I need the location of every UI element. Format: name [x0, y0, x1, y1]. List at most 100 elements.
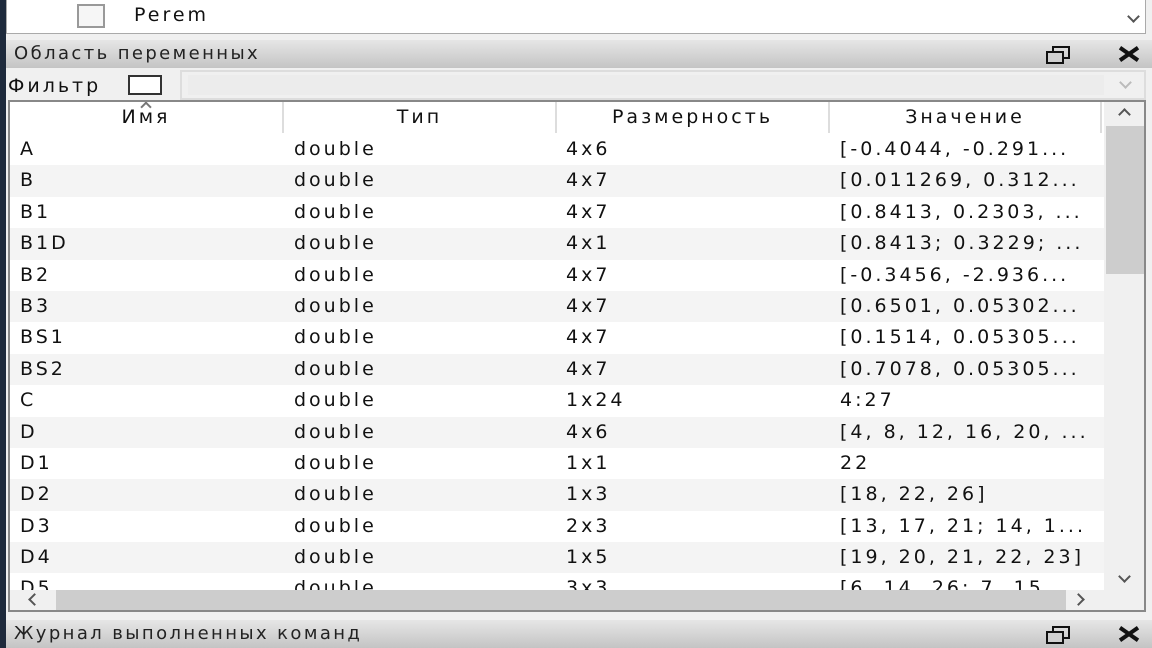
cell-size: 4x6 [566, 420, 611, 443]
cell-type: double [294, 514, 377, 537]
table-row[interactable]: D2 double 1x3 [18, 22, 26] [10, 479, 1104, 511]
cell-type: double [294, 263, 377, 286]
column-header-type[interactable]: Тип [284, 102, 557, 133]
cell-type: double [294, 389, 377, 412]
cell-value: 4:27 [840, 389, 895, 412]
scroll-up-icon[interactable] [1118, 108, 1131, 121]
table-row[interactable]: B3 double 4x7 [0.6501, 0.05302... [10, 290, 1104, 323]
cell-size: 4x7 [566, 294, 611, 317]
file-item-perem[interactable]: Perem [134, 4, 210, 26]
vertical-scroll-thumb[interactable] [1106, 126, 1144, 274]
file-browser-panel: Perem [6, 0, 1146, 34]
cell-name: BS1 [20, 326, 66, 349]
cell-value: [13, 17, 21; 14, 1... [840, 514, 1087, 537]
cell-value: [19, 20, 21, 22, 23] [840, 546, 1085, 569]
column-header-value[interactable]: Значение [830, 102, 1102, 133]
horizontal-scroll-thumb[interactable] [56, 590, 1066, 610]
table-row[interactable]: D1 double 1x1 22 [10, 448, 1104, 479]
cell-value: [4, 8, 12, 16, 20, ... [840, 420, 1089, 443]
filter-label: Фильтр [8, 75, 102, 97]
history-titlebar: Журнал выполненных команд [6, 620, 1152, 648]
horizontal-scrollbar[interactable] [10, 590, 1104, 610]
cell-name: B [20, 169, 37, 192]
cell-value: [-0.4044, -0.291... [840, 138, 1070, 160]
close-icon[interactable] [1118, 624, 1140, 644]
table-row[interactable]: D3 double 2x3 [13, 17, 21; 14, 1... [10, 511, 1104, 542]
filter-text[interactable] [188, 75, 1104, 95]
scroll-down-icon[interactable] [1127, 10, 1140, 23]
table-row[interactable]: BS2 double 4x7 [0.7078, 0.05305... [10, 353, 1104, 386]
cell-value: [0.6501, 0.05302... [840, 294, 1080, 317]
cell-name: D1 [20, 451, 53, 474]
cell-type: double [294, 200, 377, 223]
cell-type: double [294, 451, 377, 474]
cell-name: D2 [20, 483, 53, 506]
column-header-name[interactable]: Имя [10, 102, 284, 133]
undock-icon[interactable] [1046, 46, 1070, 64]
cell-name: B3 [20, 294, 52, 317]
cell-type: double [294, 326, 377, 349]
cell-name: D4 [20, 546, 53, 569]
column-header-size[interactable]: Размерность [557, 102, 830, 133]
table-row[interactable]: D5 double 3x3 [6, 14, 26; 7, 15... [10, 573, 1104, 590]
cell-name: C [20, 389, 37, 412]
cell-type: double [294, 577, 377, 590]
table-header: Имя Тип Размерность Значение [10, 102, 1104, 133]
cell-name: D [20, 420, 38, 443]
table-row[interactable]: B1 double 4x7 [0.8413, 0.2303, ... [10, 197, 1104, 228]
cell-type: double [294, 169, 377, 192]
column-label: Имя [121, 106, 171, 128]
cell-name: BS2 [20, 357, 66, 380]
cell-value: [0.7078, 0.05305... [840, 357, 1080, 380]
table-row[interactable]: B1D double 4x1 [0.8413; 0.3229; ... [10, 228, 1104, 260]
cell-size: 4x7 [566, 357, 611, 380]
cell-name: D5 [20, 577, 53, 590]
cell-type: double [294, 546, 377, 569]
cell-size: 4x6 [566, 138, 611, 160]
cell-size: 4x7 [566, 263, 611, 286]
cell-type: double [294, 357, 377, 380]
cell-value: [0.1514, 0.05305... [840, 326, 1080, 349]
cell-name: A [20, 138, 36, 160]
vertical-scrollbar[interactable] [1104, 102, 1144, 590]
cell-size: 1x5 [566, 546, 611, 569]
cell-type: double [294, 232, 377, 255]
cell-size: 2x3 [566, 514, 611, 537]
cell-type: double [294, 420, 377, 443]
cell-size: 1x1 [566, 451, 611, 474]
scrollbar-corner [1104, 590, 1144, 610]
scroll-left-icon[interactable] [28, 593, 41, 606]
cell-size: 4x7 [566, 326, 611, 349]
cell-name: D3 [20, 514, 53, 537]
cell-name: B1 [20, 200, 52, 223]
cell-value: [0.8413, 0.2303, ... [840, 200, 1083, 223]
scroll-down-icon[interactable] [1118, 570, 1131, 583]
cell-size: 4x1 [566, 232, 611, 255]
filter-input[interactable] [180, 70, 1146, 100]
table-row[interactable]: B2 double 4x7 [-0.3456, -2.936... [10, 260, 1104, 291]
undock-icon[interactable] [1046, 626, 1070, 644]
cell-value: 22 [840, 451, 871, 474]
cell-size: 1x3 [566, 483, 611, 506]
close-icon[interactable] [1118, 44, 1140, 64]
cell-value: [0.011269, 0.312... [840, 169, 1080, 192]
cell-type: double [294, 138, 377, 160]
cell-type: double [294, 483, 377, 506]
filter-checkbox[interactable] [128, 75, 162, 95]
cell-name: B1D [20, 232, 69, 255]
cell-type: double [294, 294, 377, 317]
file-icon [77, 4, 105, 28]
table-row[interactable]: BS1 double 4x7 [0.1514, 0.05305... [10, 322, 1104, 353]
left-window-edge [0, 0, 6, 648]
scroll-right-icon[interactable] [1072, 593, 1085, 606]
chevron-down-icon[interactable] [1119, 76, 1132, 89]
cell-size: 4x7 [566, 200, 611, 223]
table-row[interactable]: D4 double 1x5 [19, 20, 21, 22, 23] [10, 542, 1104, 574]
workspace-titlebar: Область переменных [6, 40, 1152, 68]
